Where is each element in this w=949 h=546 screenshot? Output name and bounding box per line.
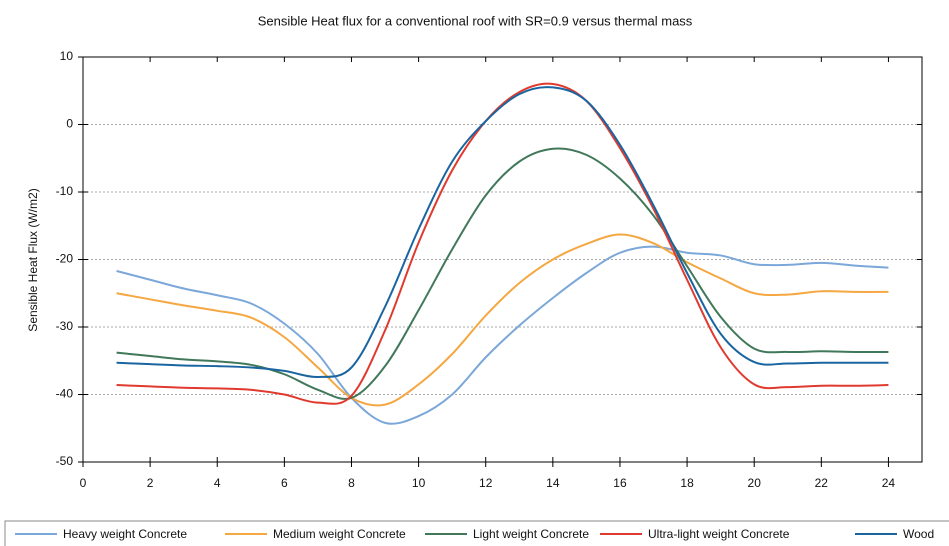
y-tick-label: -20 xyxy=(56,252,74,266)
x-tick-label: 10 xyxy=(412,476,426,490)
legend-label: Ultra-light weight Concrete xyxy=(648,527,790,541)
legend-label: Medium weight Concrete xyxy=(273,527,406,541)
series-line xyxy=(116,233,889,407)
y-tick-label: 0 xyxy=(66,117,73,131)
series-line xyxy=(116,82,889,405)
legend-box xyxy=(4,520,949,546)
chart-title: Sensible Heat flux for a conventional ro… xyxy=(258,13,693,28)
x-tick-label: 2 xyxy=(147,476,154,490)
x-tick-label: 12 xyxy=(479,476,493,490)
x-tick-label: 8 xyxy=(348,476,355,490)
y-tick-label: -40 xyxy=(56,387,74,401)
legend-label: Light weight Concrete xyxy=(473,527,589,541)
y-tick-label: -10 xyxy=(56,184,74,198)
y-tick-label: 10 xyxy=(60,49,74,63)
y-tick-label: -30 xyxy=(56,319,74,333)
legend-label: Wood xyxy=(903,527,934,541)
x-tick-label: 16 xyxy=(613,476,627,490)
plot-frame xyxy=(82,56,923,463)
x-tick-label: 18 xyxy=(680,476,694,490)
x-tick-label: 22 xyxy=(815,476,829,490)
y-tick-label: -50 xyxy=(56,454,74,468)
legend-label: Heavy weight Concrete xyxy=(63,527,187,541)
x-tick-label: 0 xyxy=(80,476,87,490)
series-line xyxy=(116,245,889,425)
x-tick-label: 20 xyxy=(748,476,762,490)
x-tick-label: 14 xyxy=(546,476,560,490)
x-tick-label: 4 xyxy=(214,476,221,490)
series-line xyxy=(116,147,889,400)
x-tick-label: 6 xyxy=(281,476,288,490)
x-tick-label: 24 xyxy=(882,476,896,490)
series-line xyxy=(116,86,889,378)
y-axis-label: Sensible Heat Flux (W/m2) xyxy=(26,188,40,331)
